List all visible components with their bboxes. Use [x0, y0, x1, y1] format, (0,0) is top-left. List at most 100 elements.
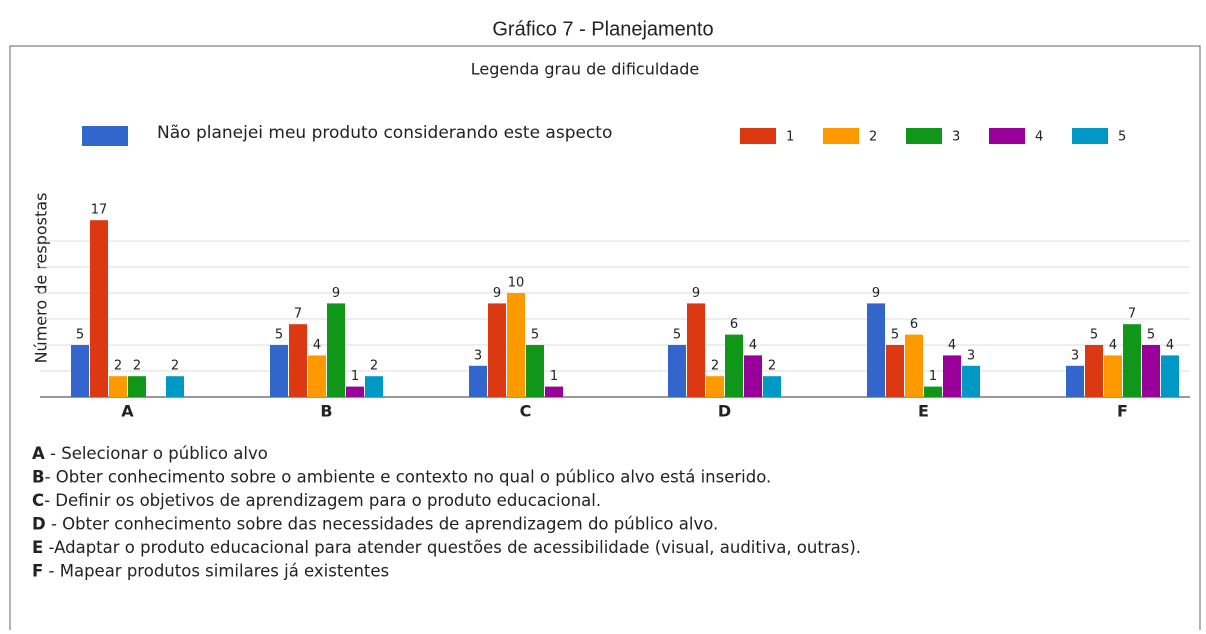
data-label: 5	[531, 328, 539, 343]
data-label: 17	[91, 203, 108, 218]
x-tick-label: C	[520, 402, 532, 421]
data-label: 5	[1147, 328, 1155, 343]
note: A - Selecionar o público alvo	[32, 444, 268, 463]
note-key: A	[32, 444, 45, 463]
bar	[744, 355, 762, 397]
legend-swatch	[906, 128, 942, 144]
bar	[763, 376, 781, 397]
bar	[488, 303, 506, 397]
data-label: 2	[370, 359, 378, 374]
legend-label: 2	[869, 130, 877, 145]
note-key: E	[32, 538, 43, 557]
note-text: -Adaptar o produto educacional para aten…	[43, 538, 861, 557]
bar	[943, 355, 961, 397]
y-axis-label: Número de respostas	[32, 193, 51, 364]
data-label: 9	[692, 286, 700, 301]
legend-label: Não planejei meu produto considerando es…	[157, 123, 612, 143]
data-label: 4	[1166, 338, 1174, 353]
note-text: - Obter conhecimento sobre das necessida…	[46, 514, 719, 533]
bar	[1085, 345, 1103, 397]
bar	[1161, 355, 1179, 397]
note: C- Definir os objetivos de aprendizagem …	[32, 491, 601, 510]
data-label: 5	[673, 328, 681, 343]
note-key: C	[32, 491, 44, 510]
bar	[308, 355, 326, 397]
data-label: 5	[891, 328, 899, 343]
bar	[469, 365, 487, 397]
data-label: 2	[711, 359, 719, 374]
note: D - Obter conhecimento sobre das necessi…	[32, 514, 718, 533]
bar	[962, 365, 980, 397]
data-label: 2	[171, 359, 179, 374]
chart-title: Gráfico 7 - Planejamento	[492, 18, 713, 40]
note: E -Adaptar o produto educacional para at…	[32, 538, 861, 557]
bar	[668, 345, 686, 397]
bar	[289, 324, 307, 397]
bar	[507, 293, 525, 397]
bar	[166, 376, 184, 397]
legend-swatch	[82, 126, 128, 146]
data-label: 9	[493, 286, 501, 301]
data-label: 5	[76, 328, 84, 343]
data-label: 4	[749, 338, 757, 353]
data-label: 3	[474, 348, 482, 363]
legend-swatch	[989, 128, 1025, 144]
note-key: D	[32, 514, 46, 533]
data-label: 2	[114, 359, 122, 374]
legend-swatch	[1072, 128, 1108, 144]
data-label: 7	[294, 307, 302, 322]
data-label: 5	[1090, 328, 1098, 343]
x-tick-label: D	[718, 402, 731, 421]
data-label: 3	[967, 348, 975, 363]
x-tick-label: F	[1117, 402, 1128, 421]
bar	[1123, 324, 1141, 397]
data-label: 4	[313, 338, 321, 353]
data-label: 9	[872, 286, 880, 301]
legend-swatch	[823, 128, 859, 144]
bar	[327, 303, 345, 397]
legend-title: Legenda grau de dificuldade	[471, 60, 700, 79]
data-label: 6	[910, 317, 918, 332]
bar	[725, 334, 743, 397]
note: B- Obter conhecimento sobre o ambiente e…	[32, 467, 771, 486]
note-text: - Definir os objetivos de aprendizagem p…	[44, 491, 601, 510]
x-tick-label: B	[320, 402, 332, 421]
bar	[867, 303, 885, 397]
data-label: 5	[275, 328, 283, 343]
bar	[1142, 345, 1160, 397]
bar	[886, 345, 904, 397]
bar	[90, 220, 108, 397]
bar	[128, 376, 146, 397]
bar	[706, 376, 724, 397]
bar	[924, 386, 942, 397]
x-tick-label: E	[918, 402, 929, 421]
data-label: 1	[929, 369, 937, 384]
data-label: 9	[332, 286, 340, 301]
legend-swatch	[740, 128, 776, 144]
legend-label: 4	[1035, 130, 1043, 145]
data-label: 2	[133, 359, 141, 374]
bar	[545, 386, 563, 397]
frame	[9, 45, 1201, 634]
bar	[71, 345, 89, 397]
data-label: 3	[1071, 348, 1079, 363]
note-key: F	[32, 561, 43, 580]
bar	[270, 345, 288, 397]
bar	[365, 376, 383, 397]
data-label: 4	[1109, 338, 1117, 353]
bar	[346, 386, 364, 397]
note-text: - Obter conhecimento sobre o ambiente e …	[45, 467, 772, 486]
note-text: - Mapear produtos similares já existente…	[43, 561, 389, 580]
data-label: 7	[1128, 307, 1136, 322]
data-label: 4	[948, 338, 956, 353]
x-tick-label: A	[121, 402, 134, 421]
bar	[1104, 355, 1122, 397]
bar	[526, 345, 544, 397]
data-label: 6	[730, 317, 738, 332]
bar	[1066, 365, 1084, 397]
note-key: B	[32, 467, 45, 486]
legend-label: 1	[786, 130, 794, 145]
legend-label: 5	[1118, 130, 1126, 145]
note: F - Mapear produtos similares já existen…	[32, 561, 389, 580]
